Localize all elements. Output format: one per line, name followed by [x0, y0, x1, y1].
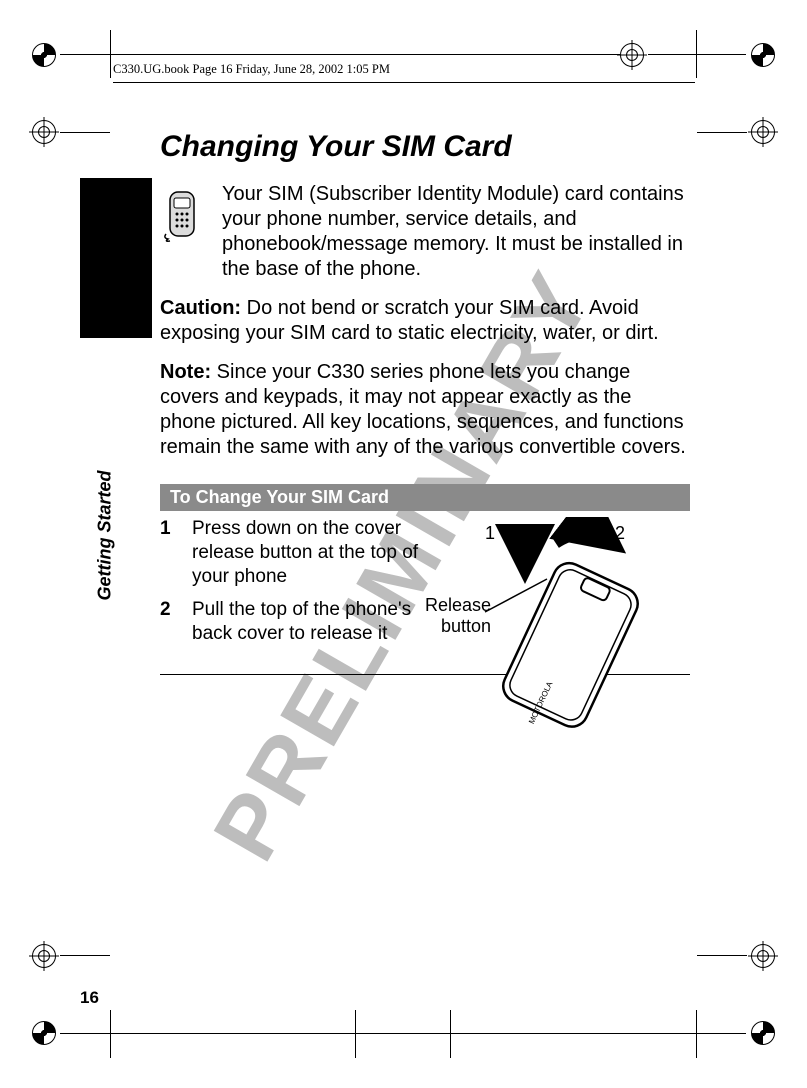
step-text: Pull the top of the phone's back cover t…: [192, 598, 425, 646]
note-text: Since your C330 series phone lets you ch…: [160, 361, 686, 458]
running-header: C330.UG.book Page 16 Friday, June 28, 20…: [113, 62, 695, 83]
crop-line: [696, 1010, 697, 1058]
phone-back-illustration: MOTOROLA: [435, 517, 675, 737]
step-item: 1 Press down on the cover release button…: [160, 517, 425, 588]
crop-line: [697, 132, 747, 133]
caution-paragraph: Caution: Do not bend or scratch your SIM…: [160, 296, 690, 346]
crop-circle-icon: [32, 43, 56, 67]
crop-line: [60, 955, 110, 956]
intro-paragraph: Your SIM (Subscriber Identity Module) ca…: [222, 182, 690, 282]
instruction-block: To Change Your SIM Card 1 Press down on …: [160, 484, 690, 675]
crop-line: [450, 1010, 451, 1058]
note-paragraph: Note: Since your C330 series phone lets …: [160, 360, 690, 460]
crop-line: [110, 30, 111, 78]
section-title: Changing Your SIM Card: [160, 130, 700, 164]
registration-target-icon: [32, 120, 56, 144]
section-tab-block: [80, 178, 152, 338]
body-text: Your SIM (Subscriber Identity Module) ca…: [160, 182, 690, 460]
registration-target-icon: [751, 120, 775, 144]
phone-icon: [160, 186, 210, 246]
note-label: Note:: [160, 361, 211, 383]
page-number: 16: [80, 988, 99, 1008]
crop-line: [648, 54, 746, 55]
crop-line: [697, 955, 747, 956]
instruction-body: 1 Press down on the cover release button…: [160, 511, 690, 675]
caution-label: Caution:: [160, 297, 241, 319]
intro-row: Your SIM (Subscriber Identity Module) ca…: [160, 182, 690, 296]
crop-line: [60, 1033, 746, 1034]
step-number: 2: [160, 598, 178, 646]
step-item: 2 Pull the top of the phone's back cover…: [160, 598, 425, 646]
registration-target-icon: [751, 944, 775, 968]
crop-line: [355, 1010, 356, 1058]
crop-circle-icon: [32, 1021, 56, 1045]
crop-line: [60, 54, 620, 55]
instruction-illustration: 1 2 Release button: [425, 517, 690, 656]
step-number: 1: [160, 517, 178, 588]
instruction-header: To Change Your SIM Card: [160, 484, 690, 511]
crop-circle-icon: [751, 1021, 775, 1045]
page-content: Getting Started Changing Your SIM Card Y…: [80, 130, 700, 675]
section-tab-label: Getting Started: [95, 301, 116, 601]
crop-line: [696, 30, 697, 78]
crop-line: [110, 1010, 111, 1058]
crop-circle-icon: [751, 43, 775, 67]
registration-target-icon: [32, 944, 56, 968]
instruction-steps: 1 Press down on the cover release button…: [160, 517, 425, 656]
step-text: Press down on the cover release button a…: [192, 517, 425, 588]
